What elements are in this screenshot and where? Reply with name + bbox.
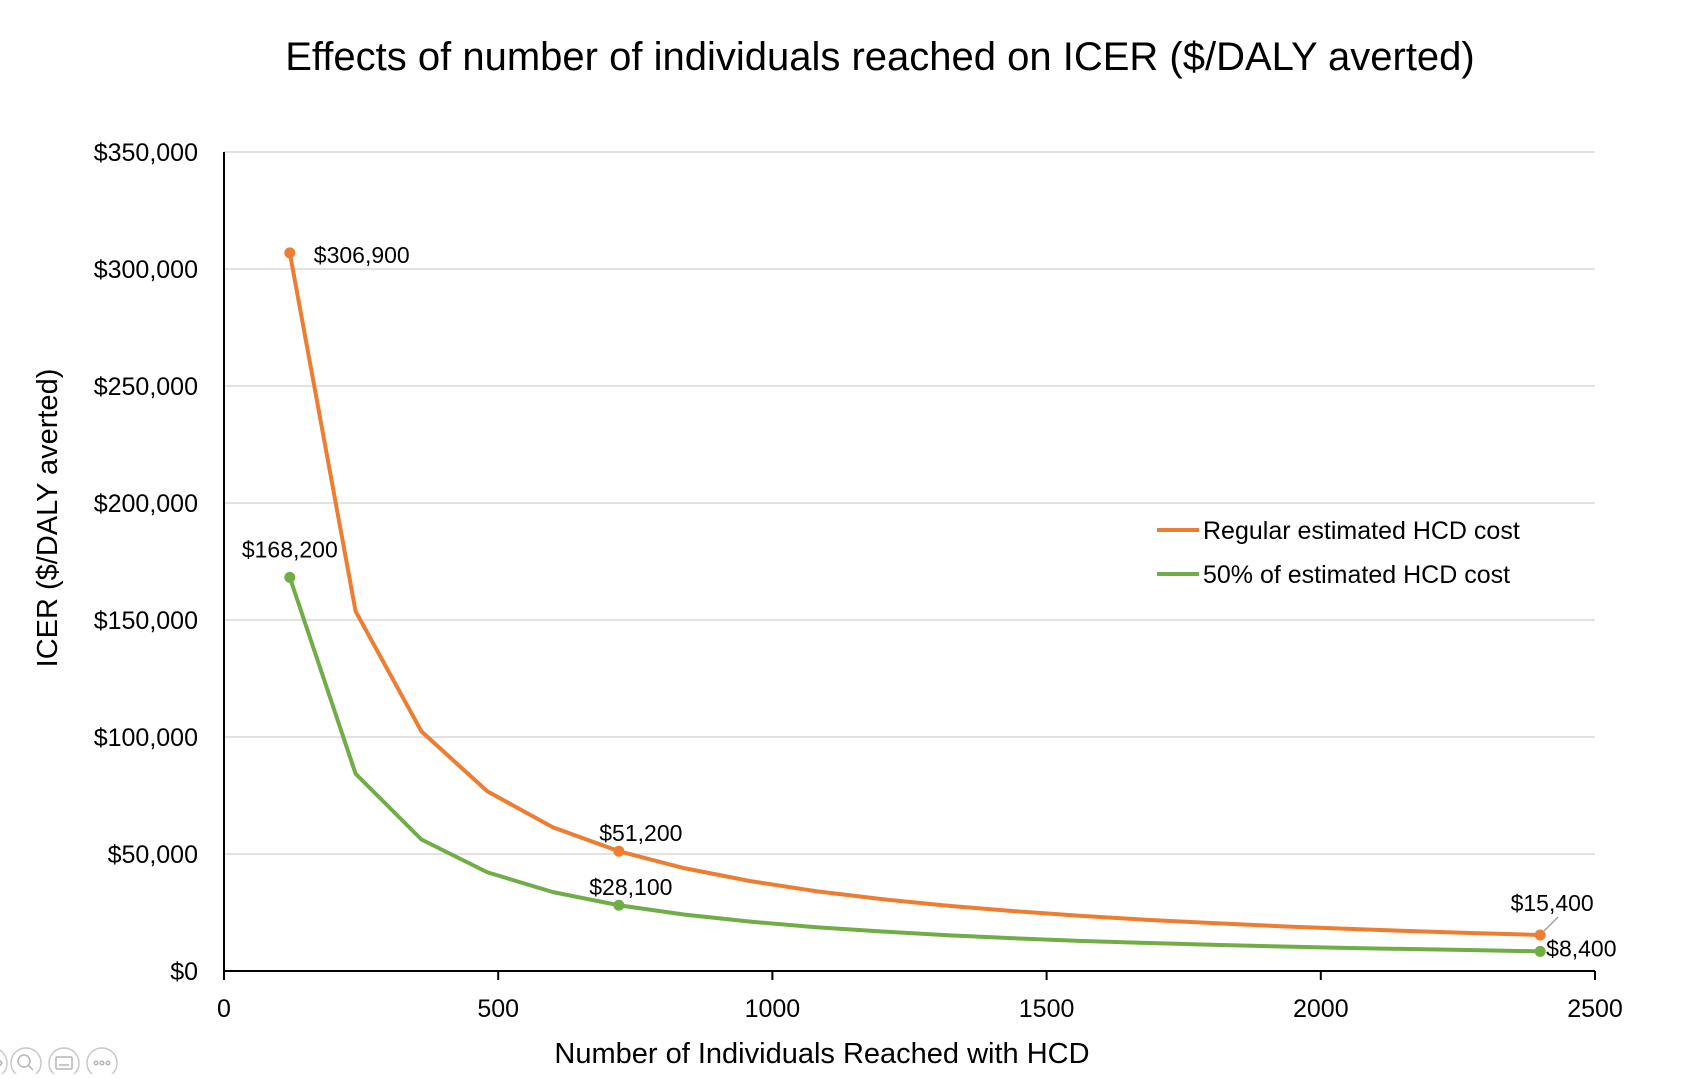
- zoom-icon[interactable]: [10, 1047, 42, 1079]
- data-label: $168,200: [242, 536, 338, 562]
- y-tick-label: $300,000: [94, 256, 198, 284]
- data-label-leader: [1543, 916, 1559, 932]
- data-label: $51,200: [599, 820, 682, 846]
- x-tick-label: 500: [477, 995, 519, 1023]
- y-tick-label: $250,000: [94, 373, 198, 401]
- x-axis-label: Number of Individuals Reached with HCD: [554, 1038, 1089, 1070]
- x-tick-label: 1500: [1019, 995, 1075, 1023]
- y-tick-label: $0: [170, 958, 198, 986]
- legend: Regular estimated HCD cost 50% of estimat…: [1157, 517, 1520, 589]
- data-point-marker: [613, 899, 625, 911]
- axes: [223, 152, 1596, 980]
- y-tick-label: $150,000: [94, 607, 198, 635]
- data-point-marker: [284, 571, 296, 583]
- y-axis-label: ICER ($/DALY averted): [32, 369, 64, 668]
- y-tick-label: $50,000: [108, 841, 198, 869]
- data-label: $15,400: [1511, 890, 1594, 916]
- data-labels: $306,900 $51,200 $15,400 $168,200 $28,100 $8,…: [242, 242, 1617, 961]
- chart-title: Effects of number of individuals reached…: [285, 35, 1475, 79]
- x-tick-labels: 0 500 1000 1500 2000 2500: [217, 995, 1623, 1023]
- series-line-1: [287, 250, 1543, 937]
- data-point-marker: [284, 247, 296, 259]
- data-markers: [284, 247, 1546, 957]
- nav-icon[interactable]: [0, 1048, 8, 1077]
- data-label: $306,900: [314, 242, 410, 268]
- gridlines: [224, 151, 1595, 855]
- legend-label-1: Regular estimated HCD cost: [1203, 517, 1520, 545]
- data-label: $8,400: [1546, 935, 1616, 961]
- y-tick-label: $200,000: [94, 490, 198, 518]
- series-lines: [287, 250, 1543, 954]
- series-line-2: [287, 575, 1543, 954]
- legend-label-2: 50% of estimated HCD cost: [1203, 561, 1510, 589]
- x-tick-label: 2000: [1293, 995, 1349, 1023]
- data-label: $28,100: [589, 874, 672, 900]
- y-tick-label: $350,000: [94, 139, 198, 167]
- data-point-marker: [1534, 945, 1546, 957]
- y-tick-labels: $0 $50,000 $100,000 $150,000 $200,000 $250,00…: [94, 139, 198, 986]
- more-icon[interactable]: [86, 1047, 118, 1079]
- x-tick-label: 0: [217, 995, 231, 1023]
- x-tick-label: 2500: [1567, 995, 1623, 1023]
- data-point-marker: [613, 845, 625, 857]
- x-tick-label: 1000: [745, 995, 801, 1023]
- y-tick-label: $100,000: [94, 724, 198, 752]
- data-point-marker: [1534, 929, 1546, 941]
- slide-icon[interactable]: [48, 1047, 80, 1079]
- viewer-toolbar: [0, 1047, 118, 1079]
